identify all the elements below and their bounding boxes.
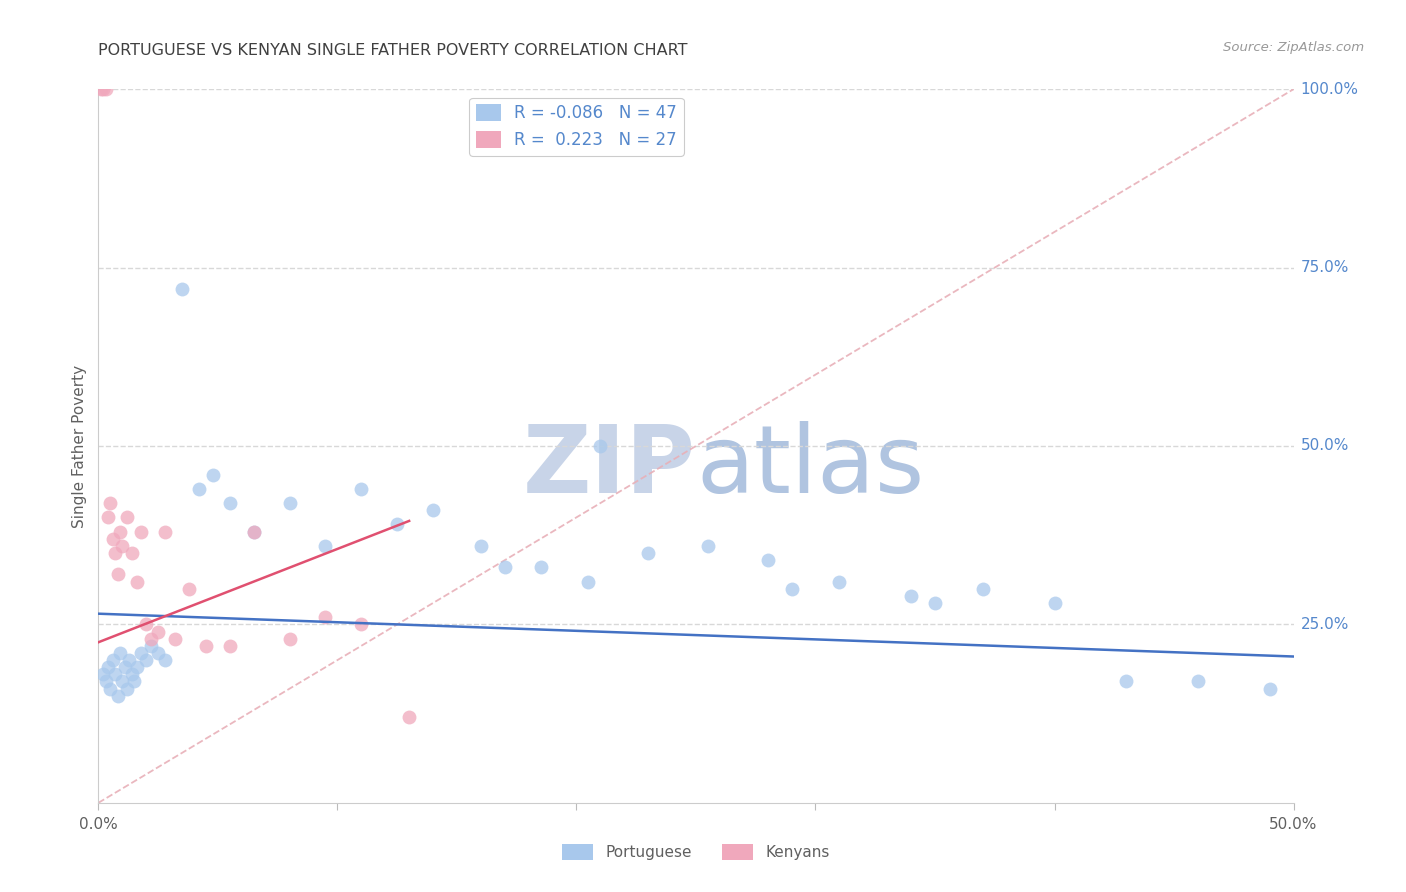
Point xyxy=(104,546,127,560)
Point xyxy=(243,524,266,539)
Point xyxy=(107,567,129,582)
Point xyxy=(315,539,337,553)
Point xyxy=(1187,674,1209,689)
Point xyxy=(124,674,146,689)
Point xyxy=(131,646,153,660)
Point xyxy=(350,482,373,496)
Point xyxy=(278,632,301,646)
Point xyxy=(179,582,201,596)
Text: 25.0%: 25.0% xyxy=(1301,617,1348,632)
Point xyxy=(219,639,242,653)
Point xyxy=(114,660,136,674)
Point xyxy=(422,503,444,517)
Point xyxy=(385,517,409,532)
Point xyxy=(104,667,127,681)
Point xyxy=(121,546,143,560)
Point xyxy=(108,524,131,539)
Point xyxy=(780,582,803,596)
Point xyxy=(135,653,157,667)
Point xyxy=(125,574,148,589)
Point xyxy=(163,632,186,646)
Point xyxy=(94,674,117,689)
Point xyxy=(972,582,994,596)
Point xyxy=(135,617,157,632)
Point xyxy=(98,681,122,696)
Point xyxy=(187,482,209,496)
Point xyxy=(108,646,131,660)
Point xyxy=(172,282,194,296)
Point xyxy=(529,560,551,574)
Point xyxy=(148,646,170,660)
Point xyxy=(697,539,720,553)
Point xyxy=(125,660,148,674)
Point xyxy=(111,539,134,553)
Point xyxy=(97,510,120,524)
Y-axis label: Single Father Poverty: Single Father Poverty xyxy=(72,365,87,527)
Point xyxy=(118,653,141,667)
Legend: Portuguese, Kenyans: Portuguese, Kenyans xyxy=(557,838,835,866)
Text: 75.0%: 75.0% xyxy=(1301,260,1348,275)
Point xyxy=(107,689,129,703)
Point xyxy=(94,82,117,96)
Point xyxy=(194,639,217,653)
Point xyxy=(828,574,851,589)
Point xyxy=(315,610,337,624)
Point xyxy=(202,467,225,482)
Point xyxy=(98,496,122,510)
Point xyxy=(589,439,612,453)
Point xyxy=(350,617,373,632)
Point xyxy=(111,674,134,689)
Text: 50.0%: 50.0% xyxy=(1301,439,1348,453)
Point xyxy=(115,510,138,524)
Point xyxy=(97,660,120,674)
Point xyxy=(924,596,946,610)
Point xyxy=(576,574,599,589)
Text: atlas: atlas xyxy=(696,421,924,514)
Text: PORTUGUESE VS KENYAN SINGLE FATHER POVERTY CORRELATION CHART: PORTUGUESE VS KENYAN SINGLE FATHER POVER… xyxy=(98,43,688,58)
Point xyxy=(121,667,143,681)
Point xyxy=(101,532,124,546)
Point xyxy=(91,82,114,96)
Point xyxy=(155,524,177,539)
Point xyxy=(756,553,779,567)
Point xyxy=(1115,674,1137,689)
Point xyxy=(494,560,516,574)
Point xyxy=(101,653,124,667)
Text: 100.0%: 100.0% xyxy=(1301,82,1358,96)
Point xyxy=(1258,681,1281,696)
Point xyxy=(139,632,162,646)
Point xyxy=(148,624,170,639)
Point xyxy=(900,589,922,603)
Point xyxy=(398,710,420,724)
Point xyxy=(139,639,162,653)
Point xyxy=(1043,596,1066,610)
Point xyxy=(243,524,266,539)
Point xyxy=(155,653,177,667)
Text: Source: ZipAtlas.com: Source: ZipAtlas.com xyxy=(1223,40,1364,54)
Point xyxy=(131,524,153,539)
Point xyxy=(278,496,301,510)
Point xyxy=(470,539,492,553)
Point xyxy=(115,681,138,696)
Point xyxy=(90,82,112,96)
Point xyxy=(91,667,114,681)
Point xyxy=(637,546,659,560)
Text: ZIP: ZIP xyxy=(523,421,696,514)
Point xyxy=(219,496,242,510)
